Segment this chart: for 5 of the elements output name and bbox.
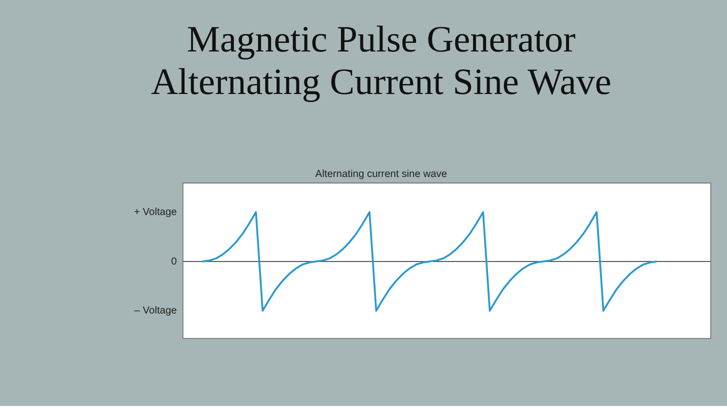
chart-title: Magnetic Pulse Generator Alternating Current Sine Wave [150,19,612,104]
text: + Voltage [134,206,178,218]
chart-subtitle: Alternating current sine wave [315,168,448,180]
text: 0 [171,256,178,268]
text: – Voltage [134,306,178,317]
